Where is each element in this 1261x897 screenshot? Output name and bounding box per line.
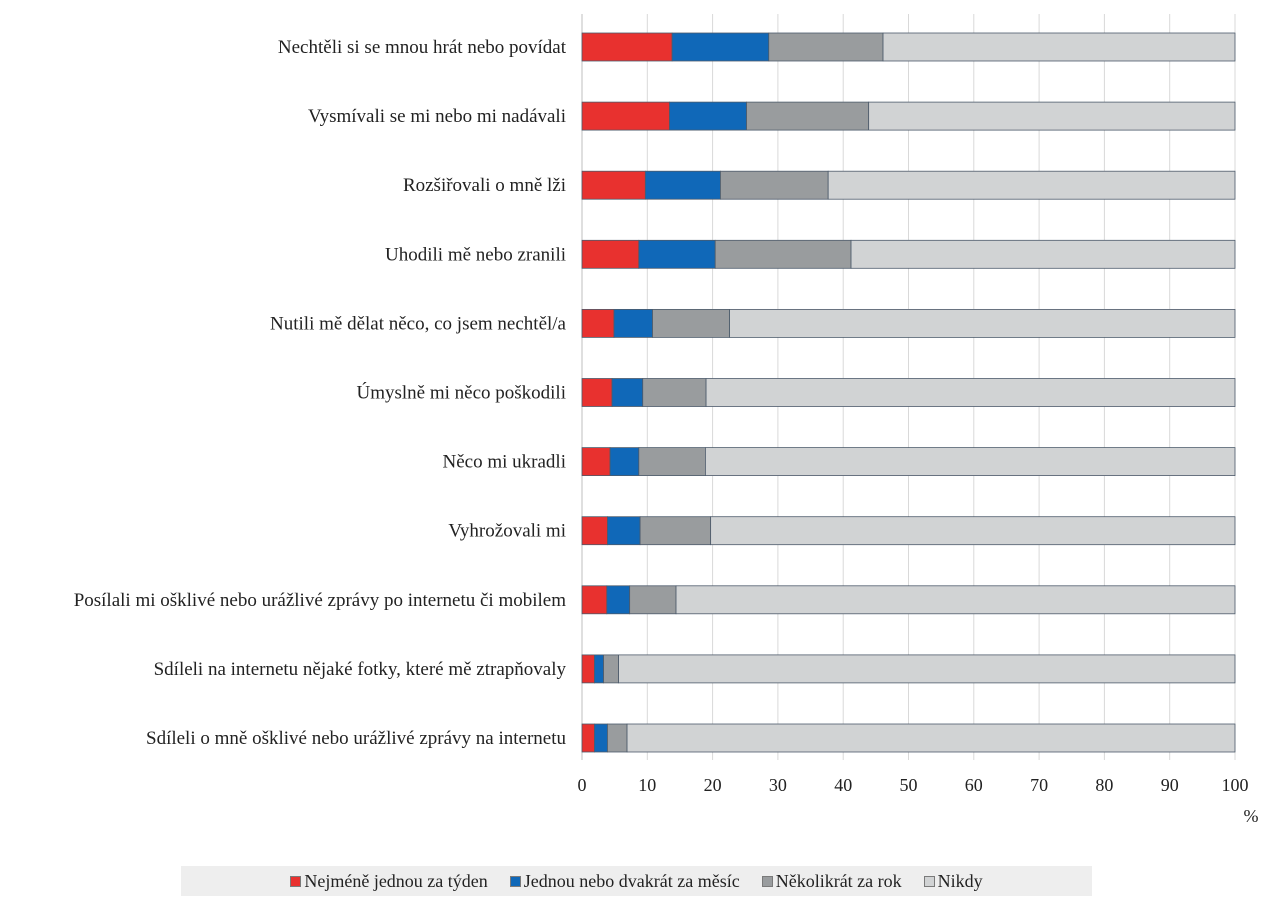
bar-segment-4-1	[613, 308, 653, 338]
x-tick-label-2: 20	[704, 775, 722, 795]
bar-segment-7-0	[581, 516, 608, 546]
x-tick-label-3: 30	[769, 775, 787, 795]
legend-swatch-2	[761, 875, 773, 887]
bar-segment-5-1	[611, 378, 644, 407]
bar-segment-8-0	[581, 585, 608, 615]
bar-segment-7-1	[607, 516, 641, 546]
category-label-10: Sdíleli o mně ošklivé nebo urážlivé zprá…	[146, 728, 566, 749]
bar-segment-10-1	[594, 723, 608, 753]
bar-segment-3-3	[850, 239, 1236, 269]
category-label-6: Něco mi ukradli	[443, 452, 566, 473]
bar-segment-5-3	[705, 378, 1236, 407]
x-axis-unit: %	[1244, 806, 1259, 826]
bar-segment-0-0	[581, 32, 673, 62]
bar-segment-6-0	[581, 447, 611, 477]
bar-segment-2-0	[581, 170, 646, 200]
bar-segment-3-0	[581, 239, 640, 269]
bar-segment-10-3	[626, 723, 1236, 753]
x-tick-label-8: 80	[1095, 775, 1113, 795]
legend: Nejméně jednou za týden Jednou nebo dvakr…	[181, 866, 1092, 896]
x-tick-label-5: 50	[900, 775, 918, 795]
bar-segment-3-1	[638, 239, 716, 269]
bar-segment-6-2	[638, 447, 706, 477]
legend-item-3: Nikdy	[923, 870, 983, 892]
stacked-bar-chart: Nechtěli si se mnou hrát nebo povídat Vys…	[74, 14, 1259, 826]
bar-segment-2-3	[827, 170, 1236, 200]
legend-swatch-3	[923, 875, 935, 887]
bar-segment-7-3	[710, 516, 1236, 546]
bar-segment-2-1	[644, 170, 721, 200]
category-label-4: Nutili mě dělat něco, co jsem nechtěl/a	[270, 313, 567, 334]
bar-segment-6-3	[705, 447, 1236, 477]
legend-label-0: Nejméně jednou za týden	[304, 870, 488, 891]
x-tick-label-4: 40	[834, 775, 852, 795]
bar-segment-1-3	[868, 101, 1236, 131]
bar-segment-0-3	[882, 32, 1236, 62]
bar-segment-8-1	[606, 585, 631, 615]
category-label-7: Vyhrožovali mi	[448, 521, 566, 542]
category-label-3: Uhodili mě nebo zranili	[385, 244, 566, 265]
category-label-5: Úmyslně mi něco poškodili	[356, 382, 566, 404]
x-tick-label-6: 60	[965, 775, 983, 795]
category-label-2: Rozšiřovali o mně lži	[403, 175, 566, 196]
x-axis-ticks: 0 10 20 30 40 50 60 70 80 90 100	[578, 775, 1249, 795]
legend-item-1: Jednou nebo dvakrát za měsíc	[509, 870, 740, 892]
bar-segment-4-3	[729, 308, 1236, 338]
bar-segment-5-2	[642, 378, 707, 407]
category-label-8: Posílali mi ošklivé nebo urážlivé zprávy…	[74, 590, 567, 611]
legend-item-2: Několikrát za rok	[761, 870, 902, 892]
legend-item-0: Nejméně jednou za týden	[290, 870, 488, 892]
x-tick-label-9: 90	[1161, 775, 1179, 795]
bar-segment-0-1	[671, 32, 770, 62]
bar-segment-2-2	[720, 170, 829, 200]
legend-label-2: Několikrát za rok	[775, 870, 902, 891]
legend-swatch-0	[290, 875, 302, 887]
bar-segment-1-0	[581, 101, 670, 131]
bar-segment-4-0	[581, 308, 615, 338]
category-label-0: Nechtěli si se mnou hrát nebo povídat	[278, 37, 567, 58]
bar-segment-9-0	[581, 654, 595, 684]
x-tick-label-7: 70	[1030, 775, 1048, 795]
bar-segment-9-2	[603, 654, 619, 684]
bar-segments	[581, 32, 1236, 753]
category-label-1: Vysmívali se mi nebo mi nadávali	[308, 106, 566, 127]
category-labels: Nechtěli si se mnou hrát nebo povídat Vys…	[74, 37, 567, 749]
bar-segment-8-2	[629, 585, 677, 615]
bar-segment-10-2	[607, 723, 628, 753]
x-tick-label-10: 100	[1222, 775, 1249, 795]
bar-segment-1-2	[746, 101, 870, 131]
bar-segment-0-2	[768, 32, 884, 62]
bar-segment-9-1	[594, 654, 604, 684]
bar-segment-6-1	[609, 447, 640, 477]
bar-segment-9-3	[618, 654, 1236, 684]
category-label-9: Sdíleli na internetu nějaké fotky, které…	[154, 659, 567, 680]
legend-swatch-1	[509, 875, 521, 887]
bar-segment-3-2	[714, 239, 852, 269]
bar-segment-5-0	[581, 378, 613, 407]
x-tick-label-1: 10	[638, 775, 656, 795]
bar-segment-10-0	[581, 723, 595, 753]
bar-segment-7-2	[639, 516, 712, 546]
x-tick-label-0: 0	[578, 775, 587, 795]
bar-segment-1-1	[669, 101, 747, 131]
bar-segment-8-3	[675, 585, 1236, 615]
legend-label-1: Jednou nebo dvakrát za měsíc	[523, 870, 740, 891]
bar-segment-4-2	[652, 308, 730, 338]
legend-label-3: Nikdy	[937, 870, 983, 891]
